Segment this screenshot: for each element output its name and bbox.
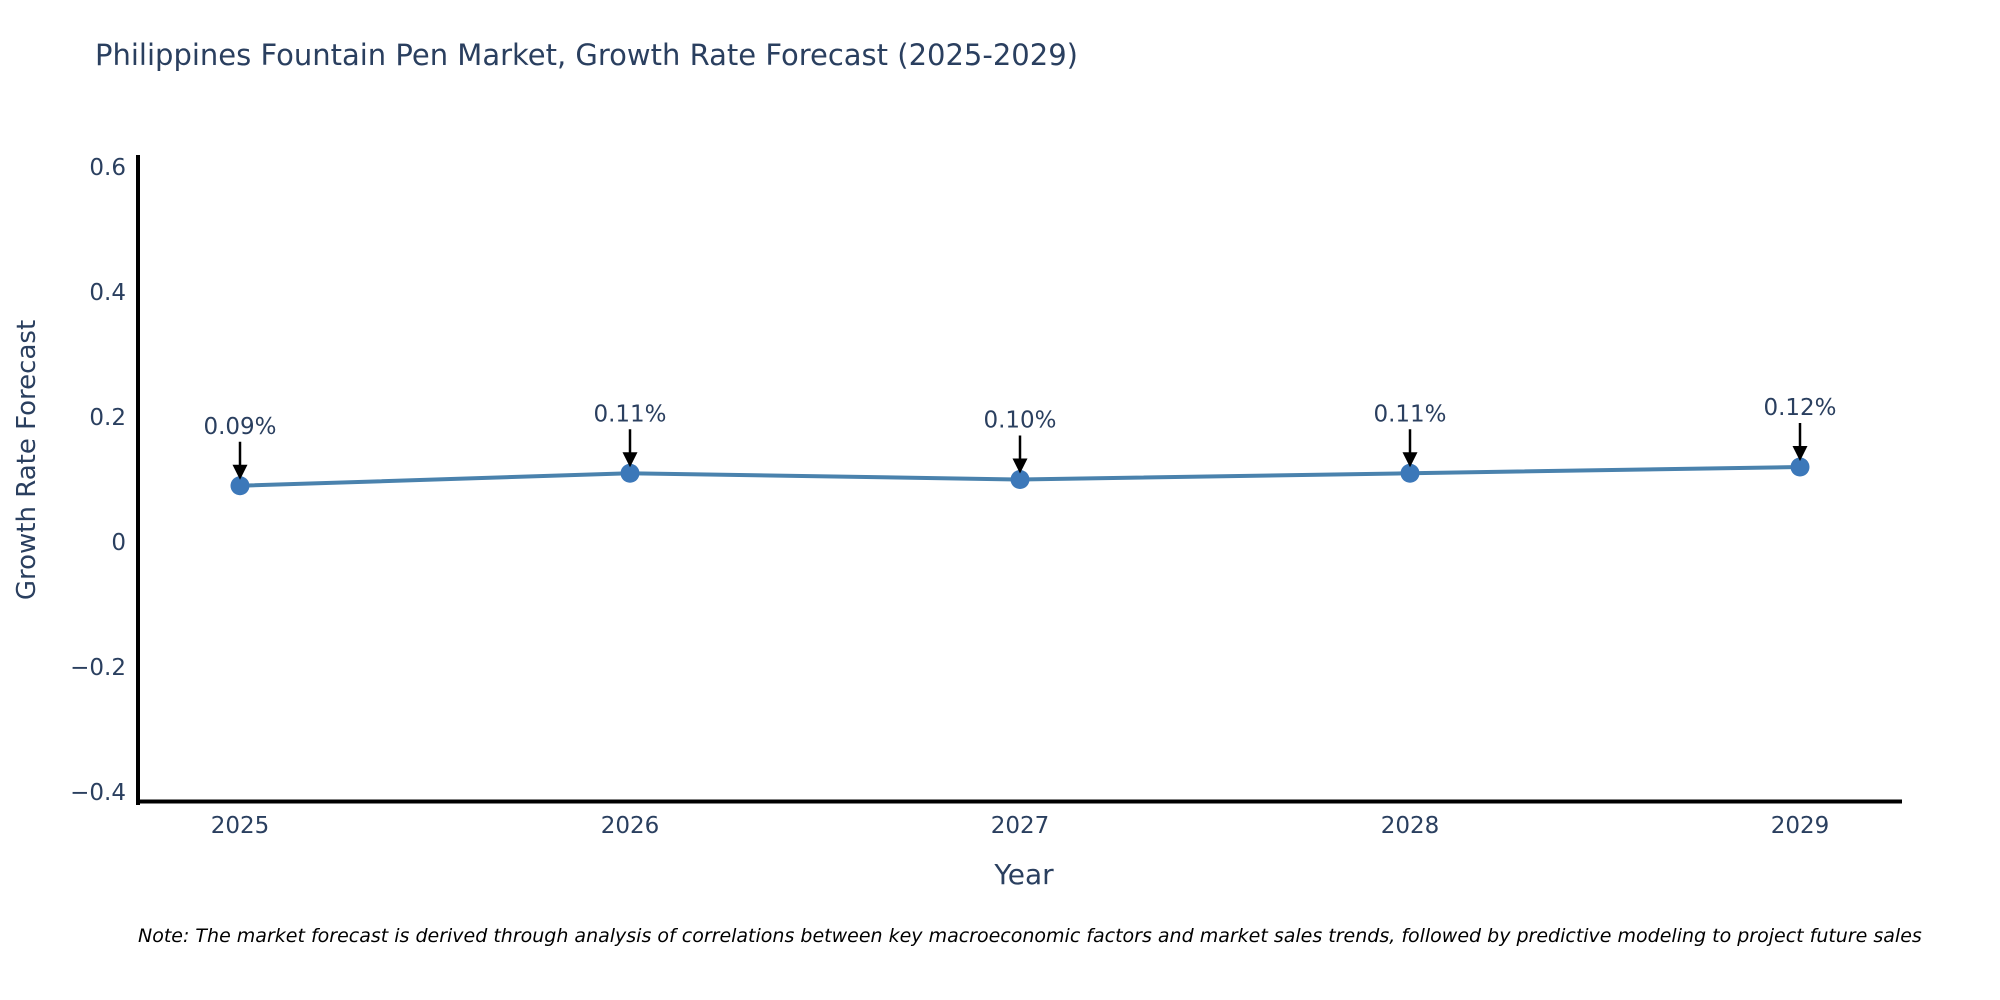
annotation-arrowhead-icon	[1402, 452, 1418, 468]
y-tick-label: 0	[111, 530, 126, 556]
annotation-arrowhead-icon	[232, 464, 248, 480]
annotation-arrowhead-icon	[1012, 458, 1028, 474]
point-value-label: 0.09%	[203, 414, 276, 440]
data-point-marker[interactable]	[1400, 463, 1420, 483]
data-point-marker[interactable]	[230, 476, 250, 496]
data-point-marker[interactable]	[1010, 470, 1030, 489]
x-tick-label: 2028	[1381, 813, 1440, 839]
annotation-arrowhead-icon	[1792, 446, 1808, 461]
y-tick-label: 0.2	[89, 405, 126, 431]
annotation-arrowhead-icon	[622, 452, 638, 468]
data-point-marker[interactable]	[620, 463, 640, 483]
x-tick-label: 2026	[601, 813, 660, 839]
y-tick-label: −0.2	[70, 655, 126, 681]
point-value-label: 0.11%	[593, 401, 666, 427]
point-value-label: 0.11%	[1373, 401, 1446, 427]
point-value-label: 0.12%	[1763, 395, 1836, 421]
y-tick-label: −0.4	[70, 780, 126, 806]
y-tick-label: 0.6	[89, 155, 126, 181]
y-tick-label: 0.4	[89, 280, 126, 306]
x-tick-label: 2027	[991, 813, 1050, 839]
point-value-label: 0.10%	[983, 408, 1056, 434]
x-tick-label: 2029	[1771, 813, 1830, 839]
footnote: Note: The market forecast is derived thr…	[138, 925, 1922, 947]
data-point-marker[interactable]	[1790, 457, 1810, 477]
chart-title: Philippines Fountain Pen Market, Growth …	[95, 38, 1078, 72]
x-tick-label: 2025	[211, 813, 270, 839]
x-axis-title: Year	[994, 858, 1054, 891]
